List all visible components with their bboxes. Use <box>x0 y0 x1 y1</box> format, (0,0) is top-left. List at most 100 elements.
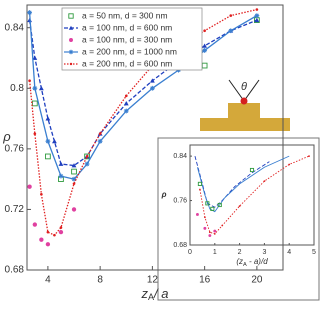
y-tick-label: 0.8 <box>10 83 24 94</box>
angle-label: θ <box>241 81 247 93</box>
point <box>263 180 266 182</box>
point <box>204 216 206 219</box>
point <box>32 55 38 60</box>
point <box>45 116 51 121</box>
y-tick-label: 0.68 <box>173 242 187 249</box>
point <box>32 85 38 91</box>
emitter <box>240 97 248 105</box>
point <box>221 224 224 227</box>
y-tick-label: 0.76 <box>173 197 187 204</box>
inset-frame <box>157 137 320 301</box>
point <box>28 79 31 83</box>
x-tick-label: 1 <box>213 249 217 256</box>
point <box>27 10 33 15</box>
point <box>84 161 90 167</box>
legend-frame <box>61 7 203 71</box>
x-tick-label: 4 <box>287 249 291 256</box>
point <box>123 108 129 114</box>
point <box>124 94 128 98</box>
point <box>308 155 310 157</box>
angle-arm <box>228 79 245 102</box>
point <box>213 229 217 233</box>
x-axis-label-part: A <box>148 292 155 302</box>
y-tick-label: 0.76 <box>5 143 25 154</box>
point <box>210 206 215 211</box>
point <box>32 222 37 227</box>
point <box>98 132 102 136</box>
legend-marker <box>68 49 74 55</box>
point <box>71 168 77 175</box>
x-axis-label: zA/ a <box>140 286 168 302</box>
point <box>72 182 76 186</box>
plot-frame <box>189 144 315 246</box>
y-axis-label: ρ <box>161 190 167 199</box>
point <box>202 43 208 48</box>
x-tick-label: 3 <box>262 249 266 256</box>
point <box>33 132 37 136</box>
legend-marker <box>68 25 74 30</box>
point <box>123 101 129 106</box>
legend-label: a = 200 nm, d = 1000 nm <box>82 46 177 56</box>
point <box>208 234 212 237</box>
point <box>197 181 202 186</box>
point <box>45 138 51 144</box>
base <box>200 118 290 131</box>
x-tick-label: 8 <box>97 275 103 286</box>
x-tick-label: 16 <box>199 275 211 286</box>
point <box>58 161 64 166</box>
x-tick-label: 5 <box>312 249 316 256</box>
series-line <box>28 8 258 236</box>
legend-label: a = 200 nm, d = 600 nm <box>82 58 172 68</box>
point <box>203 29 206 33</box>
x-tick-label: 0 <box>188 249 192 256</box>
y-tick-label: 0.84 <box>173 153 187 160</box>
inset-chart: 0.68 0.76 0.84 0 1 2 3 4 5 ρ (zA - a)/d <box>161 144 316 268</box>
point <box>149 85 155 91</box>
point <box>39 237 44 242</box>
y-tick-label: 0.84 <box>5 22 25 33</box>
point <box>205 201 210 206</box>
point <box>53 233 56 237</box>
point <box>249 167 255 173</box>
x-axis-label: (zA - a)/d <box>236 257 268 268</box>
ridge <box>228 103 260 119</box>
point <box>52 138 57 144</box>
point <box>288 163 291 166</box>
point <box>208 231 211 234</box>
point <box>71 207 77 212</box>
point <box>71 163 77 168</box>
x-axis-label-part: - a)/d <box>247 257 268 266</box>
point <box>31 100 38 107</box>
angle-arm <box>243 79 260 102</box>
x-tick-label: 2 <box>238 249 242 256</box>
point <box>203 226 207 230</box>
point <box>59 226 63 229</box>
x-axis-label-part: / a <box>153 286 168 301</box>
point <box>199 188 201 191</box>
series-line <box>197 155 290 213</box>
y-tick-label: 0.68 <box>5 265 25 276</box>
legend-marker <box>68 13 74 19</box>
point <box>46 230 50 234</box>
point <box>38 85 44 91</box>
point <box>254 13 260 18</box>
y-axis-label: ρ <box>2 129 11 144</box>
x-tick-label: 12 <box>147 275 159 286</box>
legend-label: a = 100 nm, d = 300 nm <box>82 34 172 44</box>
point <box>149 78 155 83</box>
point <box>85 155 89 158</box>
point <box>97 138 103 144</box>
legend-marker <box>69 62 73 66</box>
legend-label: a = 50 nm, d = 300 nm <box>82 10 168 20</box>
x-axis-label-part: A <box>243 262 247 268</box>
point <box>45 153 51 160</box>
plot-frame <box>26 4 284 271</box>
point <box>40 192 43 196</box>
structure-diagram: θ <box>200 79 290 131</box>
x-axis-label-part: (z <box>236 257 243 266</box>
legend-marker <box>69 38 73 42</box>
point <box>45 242 51 247</box>
point <box>229 14 233 17</box>
point <box>254 17 260 23</box>
